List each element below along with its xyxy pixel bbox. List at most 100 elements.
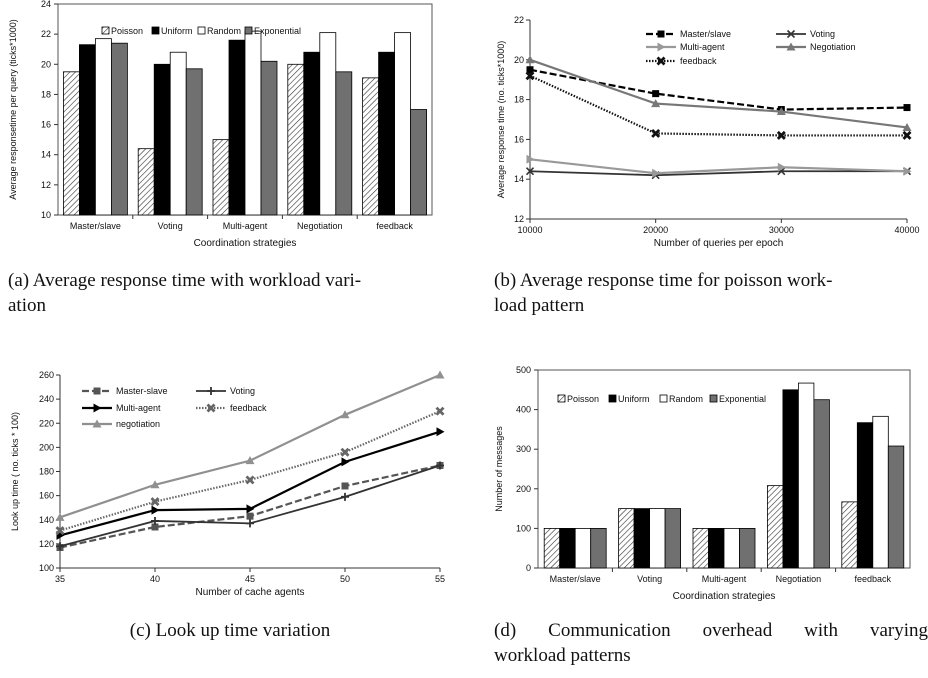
bar	[362, 77, 380, 216]
legend-label: Master-slave	[116, 386, 168, 396]
x-tick-label: 20000	[643, 225, 668, 235]
marker-x	[786, 29, 796, 39]
x-tick-label: 35	[55, 574, 65, 584]
legend: Poisson Uniform Random Exponential	[557, 394, 766, 404]
marker-triangle	[435, 370, 445, 379]
bar	[559, 527, 576, 569]
y-tick-label: 12	[514, 214, 524, 224]
series-line	[59, 373, 441, 519]
legend-swatch	[608, 394, 617, 403]
x-tick-label: 10000	[517, 225, 542, 235]
y-tick-label: 400	[516, 405, 531, 415]
marker-square	[93, 387, 101, 395]
marker-tri-right	[246, 504, 255, 514]
legend-swatch	[151, 26, 160, 35]
marker-tri-right	[652, 168, 661, 178]
caption-d-line: workload patterns	[494, 645, 631, 666]
y-tick-label: 18	[41, 89, 51, 99]
y-tick-label: 200	[39, 442, 54, 452]
y-tick-label: 300	[516, 444, 531, 454]
chart-c: 100 120 140 160 180 200 220 240 260 35 40 45 50 55 Num…	[10, 370, 445, 598]
marker-tri-right	[151, 505, 160, 515]
bar	[649, 508, 666, 569]
series-line	[59, 410, 441, 532]
y-tick-label: 14	[514, 174, 524, 184]
bar	[137, 148, 155, 216]
legend-label: Uniform	[618, 394, 650, 404]
marker-tri-right	[93, 403, 102, 413]
x-tick-label: 40	[150, 574, 160, 584]
x-tick-label: 45	[245, 574, 255, 584]
bar	[766, 485, 784, 569]
bar	[841, 501, 858, 569]
bar	[633, 508, 651, 569]
marker-tri-right	[526, 154, 535, 164]
bar	[63, 71, 80, 216]
marker-bigx	[902, 130, 912, 140]
legend-label: feedback	[230, 403, 267, 413]
caption-d-line: (d) Communication overhead with varying	[494, 620, 928, 641]
y-tick-label: 10	[41, 210, 51, 220]
legend-label: Poisson	[111, 26, 143, 36]
marker-square	[652, 90, 660, 98]
caption-d: (d) Communication overhead with varying …	[494, 618, 928, 668]
legend-label: Poisson	[567, 394, 599, 404]
bar	[212, 139, 230, 216]
marker-plus	[246, 519, 254, 528]
x-axis-label: Number of cache agents	[196, 587, 305, 598]
chart-a: 10 12 14 16 18 20 22 24 Master/slave Voting Multi-…	[8, 0, 433, 249]
caption-a: (a) Average response time with workload …	[8, 268, 458, 318]
y-axis-label: Average responsetime per query (ticks*10…	[8, 19, 18, 199]
y-tick-label: 24	[41, 0, 51, 9]
bar	[169, 51, 187, 216]
marker-tri-right	[777, 162, 786, 172]
chart-d: 0 100 200 300 400 500 Master/slave Voting Multi-…	[494, 365, 911, 602]
x-tick-label: 30000	[769, 225, 794, 235]
marker-plus	[436, 461, 444, 470]
bar	[708, 527, 725, 569]
series	[526, 66, 911, 114]
caption-c-line: (c) Look up time variation	[129, 620, 331, 641]
y-tick-label: 500	[516, 365, 531, 375]
y-tick-label: 180	[39, 467, 54, 477]
y-tick-label: 22	[41, 29, 51, 39]
bar	[887, 445, 905, 569]
bar	[378, 51, 396, 216]
y-tick-label: 120	[39, 539, 54, 549]
legend-swatch	[197, 26, 206, 35]
marker-tri-right	[436, 427, 445, 437]
x-tick-label: Multi-agent	[223, 221, 268, 231]
marker-tri-right	[341, 457, 350, 467]
x-tick-label: Voting	[158, 221, 183, 231]
legend: Poisson Uniform Random Exponential	[101, 26, 301, 36]
series-line	[529, 58, 908, 129]
series	[525, 71, 912, 140]
marker-bigx	[435, 406, 445, 416]
y-tick-label: 240	[39, 394, 54, 404]
legend-label: negotiation	[116, 419, 160, 429]
bar	[153, 63, 171, 216]
legend: Master-slave Voting Multi-agent feedback neg…	[82, 386, 267, 429]
y-tick-label: 100	[39, 563, 54, 573]
x-tick-label: Negotiation	[297, 221, 343, 231]
bar	[228, 39, 246, 216]
marker-bigx	[656, 56, 666, 66]
y-axis-label: Look up time ( no. ticks * 100)	[10, 412, 20, 531]
x-tick-label: Master/slave	[550, 574, 601, 584]
series	[55, 370, 445, 521]
legend-swatch	[101, 26, 110, 35]
legend-swatch	[557, 394, 566, 403]
bar	[319, 32, 337, 216]
legend-label: Multi-agent	[680, 42, 725, 52]
bar	[590, 527, 607, 569]
legend-label: Multi-agent	[116, 403, 161, 413]
marker-square	[151, 523, 159, 531]
bar	[335, 71, 353, 216]
bar	[79, 44, 96, 216]
legend-swatch	[659, 394, 668, 403]
marker-bigx	[55, 526, 65, 536]
bar	[244, 30, 262, 216]
x-tick-label: 50	[340, 574, 350, 584]
x-tick-label: feedback	[855, 574, 892, 584]
series	[55, 406, 445, 536]
